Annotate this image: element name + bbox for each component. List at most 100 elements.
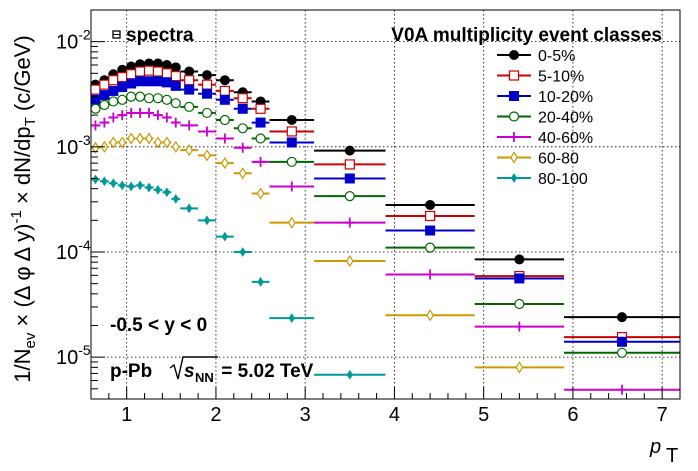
marker-square-open [90,84,101,95]
marker-circle-filled [509,50,519,60]
y-axis-title-a-sub: ev [22,332,39,348]
marker-square-open [126,69,137,80]
marker-diamond-open [203,149,211,162]
y-tick-label-base: 10 [56,347,78,369]
y-axis-title-c-sub: T [22,117,39,126]
series-3 [90,91,680,358]
marker-plus [144,107,155,118]
marker-circle-open [152,93,164,104]
marker-diamond-open [426,309,435,322]
spectra-label: spectra [126,25,194,46]
marker-square-filled [514,273,525,284]
marker-diamond-filled [288,313,295,324]
marker-diamond-open [171,140,180,153]
marker-plus [108,112,119,123]
marker-square-open [201,79,213,90]
marker-square-open [237,93,248,104]
legend-label: 20-40% [538,110,593,127]
marker-square-open [117,72,128,83]
y-tick-label: 10-5 [56,342,91,369]
y-tick-label-base: 10 [56,137,78,159]
legend-label: 10-20% [538,89,593,106]
marker-diamond-open [136,132,144,145]
marker-square-open [161,68,172,79]
marker-square-open [143,65,155,76]
marker-diamond-open [118,136,127,149]
marker-plus [255,156,266,167]
marker-plus [219,133,230,144]
marker-plus [152,110,163,121]
marker-diamond-open [145,132,153,145]
marker-square-open [170,71,181,82]
marker-diamond-open [256,187,265,200]
marker-diamond-filled [346,369,353,380]
marker-square-filled [184,84,195,95]
marker-square-open [219,85,230,97]
marker-square-open [508,70,520,81]
marker-circle-open [99,99,110,111]
marker-square-open [344,159,355,170]
legend-label: 60-80 [538,151,579,168]
marker-circle-filled [514,254,525,265]
marker-square-filled [509,91,519,101]
legend-label: 5-10% [538,69,584,86]
marker-plus [126,107,137,118]
marker-diamond-open [510,151,518,164]
marker-diamond-filled [172,193,179,204]
x-tick-label: 7 [657,404,668,426]
marker-square-filled [425,225,436,236]
marker-diamond-open [154,136,162,149]
marker-circle-filled [219,75,230,86]
marker-circle-filled [170,62,181,73]
marker-plus [237,142,248,153]
marker-circle-filled [425,199,436,210]
marker-plus [509,132,519,142]
multiplicity-title: V0A multiplicity event classes [391,25,662,46]
series-6 [91,174,386,380]
marker-diamond-filled [127,181,135,192]
marker-plus [425,269,436,280]
marker-square-filled [99,90,110,101]
marker-square-filled [126,78,137,89]
marker-diamond-open [162,136,171,149]
marker-diamond-open [287,216,296,229]
marker-plus [90,120,101,131]
marker-square-filled [152,76,163,87]
marker-square-filled [616,336,627,347]
marker-diamond-filled [154,184,162,195]
y-axis-title-c: × dN/dp [10,126,35,210]
marker-diamond-filled [257,276,264,287]
marker-diamond-filled [145,182,153,193]
rapidity-annotation: -0.5 < y < 0 [110,315,207,336]
marker-diamond-open [238,167,247,180]
x-tick-label: 3 [300,404,311,426]
marker-circle-open [161,94,172,105]
marker-square-open [99,79,110,90]
plot-frame [90,9,681,400]
marker-plus [514,321,525,332]
marker-circle-filled [616,312,627,323]
x-tick-label: 5 [478,404,489,426]
marker-plus [161,112,172,123]
y-tick-label: 10-2 [56,27,91,54]
legend-label: 0-5% [538,48,575,65]
marker-square-filled [286,137,297,148]
marker-circle-open [286,156,297,167]
marker-circle-filled [202,70,213,81]
marker-plus [616,384,627,395]
marker-square-filled [170,80,181,91]
marker-square-filled [161,77,172,88]
energy-s: s [184,361,195,382]
marker-diamond-open [220,156,229,170]
marker-square-filled [237,103,248,114]
y-axis-title-b-sup: -1 [8,210,25,223]
marker-circle-filled [184,66,195,77]
marker-plus [117,110,128,121]
marker-diamond-filled [185,203,193,214]
x-tick-label: 6 [567,404,578,426]
marker-diamond-filled [221,231,229,242]
marker-circle-open [143,93,155,104]
marker-circle-open [219,114,230,126]
marker-square-filled [219,94,230,105]
